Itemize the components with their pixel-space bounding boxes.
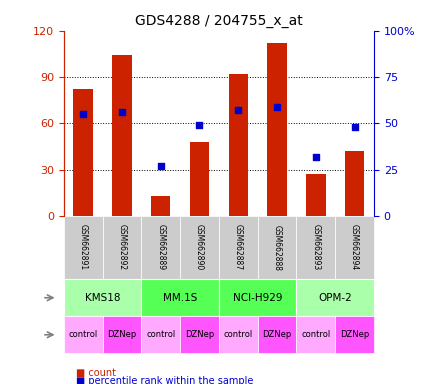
Text: KMS18: KMS18 xyxy=(85,293,120,303)
FancyBboxPatch shape xyxy=(64,316,102,353)
FancyBboxPatch shape xyxy=(180,216,219,279)
FancyBboxPatch shape xyxy=(219,316,258,353)
Point xyxy=(196,122,203,128)
Title: GDS4288 / 204755_x_at: GDS4288 / 204755_x_at xyxy=(135,14,303,28)
Text: GSM662893: GSM662893 xyxy=(312,224,320,271)
Point xyxy=(80,111,87,117)
Text: control: control xyxy=(301,330,331,339)
Bar xyxy=(112,55,132,216)
Bar xyxy=(151,196,170,216)
Text: MM.1S: MM.1S xyxy=(163,293,197,303)
Text: ■ percentile rank within the sample: ■ percentile rank within the sample xyxy=(76,376,254,384)
Bar xyxy=(345,151,364,216)
Text: GSM662887: GSM662887 xyxy=(234,225,243,271)
Point xyxy=(274,104,280,110)
Bar xyxy=(267,43,287,216)
Text: ■ count: ■ count xyxy=(76,368,116,378)
Text: GSM662890: GSM662890 xyxy=(195,224,204,271)
Text: control: control xyxy=(224,330,253,339)
Text: control: control xyxy=(146,330,176,339)
FancyBboxPatch shape xyxy=(102,316,141,353)
FancyBboxPatch shape xyxy=(219,279,296,316)
Point xyxy=(235,107,242,113)
FancyBboxPatch shape xyxy=(258,316,296,353)
Text: GSM662892: GSM662892 xyxy=(117,225,126,271)
FancyBboxPatch shape xyxy=(64,216,102,279)
FancyBboxPatch shape xyxy=(296,279,374,316)
Text: NCI-H929: NCI-H929 xyxy=(233,293,282,303)
Point xyxy=(119,109,125,115)
FancyBboxPatch shape xyxy=(64,279,141,316)
FancyBboxPatch shape xyxy=(141,316,180,353)
Text: control: control xyxy=(68,330,98,339)
Bar xyxy=(306,174,326,216)
FancyBboxPatch shape xyxy=(141,216,180,279)
FancyBboxPatch shape xyxy=(258,216,296,279)
Text: DZNep: DZNep xyxy=(340,330,369,339)
FancyBboxPatch shape xyxy=(296,216,335,279)
Text: GSM662894: GSM662894 xyxy=(350,224,359,271)
FancyBboxPatch shape xyxy=(335,216,374,279)
FancyBboxPatch shape xyxy=(219,216,258,279)
FancyBboxPatch shape xyxy=(335,316,374,353)
FancyBboxPatch shape xyxy=(141,279,219,316)
Bar xyxy=(229,74,248,216)
FancyBboxPatch shape xyxy=(102,216,141,279)
Bar xyxy=(74,89,93,216)
Point xyxy=(351,124,358,130)
Text: DZNep: DZNep xyxy=(185,330,214,339)
Text: OPM-2: OPM-2 xyxy=(318,293,352,303)
Text: DZNep: DZNep xyxy=(262,330,292,339)
FancyBboxPatch shape xyxy=(296,316,335,353)
Text: GSM662888: GSM662888 xyxy=(272,225,281,270)
Text: GSM662889: GSM662889 xyxy=(156,225,165,271)
Point xyxy=(157,163,164,169)
FancyBboxPatch shape xyxy=(180,316,219,353)
Text: GSM662891: GSM662891 xyxy=(79,225,88,271)
Bar xyxy=(190,142,209,216)
Point xyxy=(312,154,319,160)
Text: DZNep: DZNep xyxy=(107,330,136,339)
